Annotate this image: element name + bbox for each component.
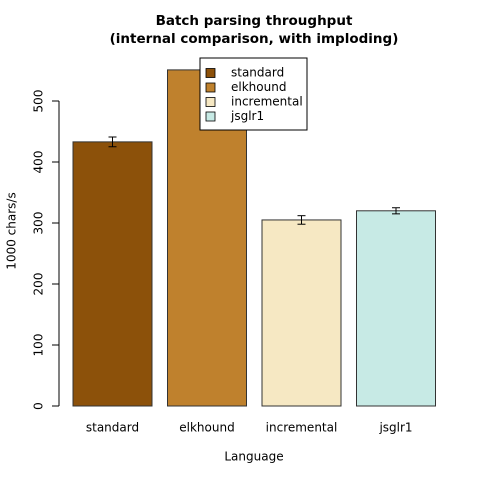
y-tick-label: 200 [32, 273, 46, 296]
x-tick-label: elkhound [179, 421, 234, 435]
y-tick-label: 100 [32, 334, 46, 357]
legend-label: elkhound [231, 80, 286, 94]
x-axis-label: Language [224, 450, 283, 464]
y-tick-label: 300 [32, 212, 46, 235]
legend-swatch [205, 97, 216, 107]
chart-title: Batch parsing throughput [156, 13, 353, 29]
x-tick-label: standard [86, 421, 139, 435]
bar [72, 141, 153, 407]
bar [356, 210, 436, 407]
legend-swatch [205, 111, 216, 122]
legend-swatch [205, 82, 216, 93]
legend-label: incremental [231, 95, 303, 109]
y-tick-label: 0 [32, 402, 46, 410]
legend-label: jsglr1 [230, 109, 264, 123]
legend-label: standard [231, 66, 284, 80]
x-tick-label: jsglr1 [378, 421, 412, 435]
y-tick-label: 400 [32, 151, 46, 174]
y-axis-label: 1000 chars/s [5, 192, 19, 269]
y-tick-label: 500 [32, 90, 46, 113]
bar [261, 219, 342, 407]
x-tick-label: incremental [266, 421, 338, 435]
legend-box [199, 57, 308, 131]
legend-swatch [205, 68, 216, 78]
chart-subtitle: (internal comparison, with imploding) [110, 31, 399, 47]
